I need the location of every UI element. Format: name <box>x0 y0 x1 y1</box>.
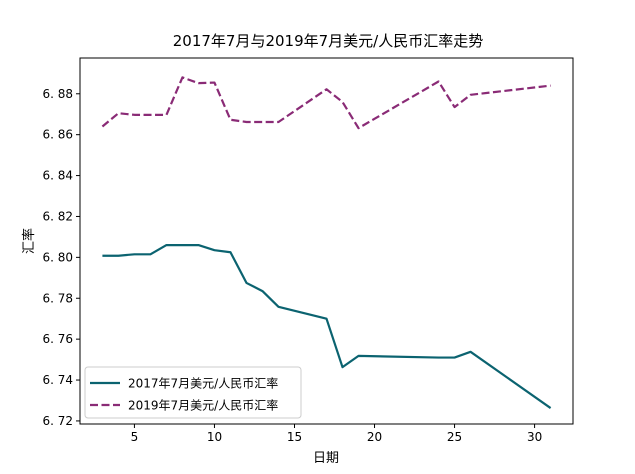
y-tick-label-6: 6. 84 <box>42 169 73 183</box>
x-axis: 5 10 15 20 25 30 <box>131 424 542 444</box>
y-tick-label-4: 6. 80 <box>42 250 73 264</box>
y-tick-label-0: 6. 72 <box>42 414 73 428</box>
x-tick-label-25: 25 <box>447 430 462 444</box>
x-tick-label-10: 10 <box>207 430 222 444</box>
x-tick-label-20: 20 <box>367 430 382 444</box>
y-axis: 6. 72 6. 74 6. 76 6. 78 6. 80 6. 82 6. 84 6. 86… <box>42 87 80 428</box>
y-tick-label-3: 6. 78 <box>42 291 73 305</box>
legend: 2017年7月美元/人民币汇率 2019年7月美元/人民币汇率 <box>84 366 302 419</box>
x-tick-label-15: 15 <box>287 430 302 444</box>
plot-area-frame <box>79 57 574 425</box>
series-layer <box>101 76 552 409</box>
x-axis-label: 日期 <box>313 451 339 466</box>
y-tick-label-2: 6. 76 <box>42 332 73 346</box>
legend-box <box>84 366 302 419</box>
y-tick-label-7: 6. 86 <box>42 128 73 142</box>
chart-title: 2017年7月与2019年7月美元/人民币汇率走势 <box>173 32 484 50</box>
legend-label-2017: 2017年7月美元/人民币汇率 <box>128 376 278 391</box>
series-line-2019 <box>101 76 551 130</box>
series-line-2017 <box>102 243 552 409</box>
y-tick-label-8: 6. 88 <box>42 87 73 101</box>
x-tick-label-5: 5 <box>131 430 139 444</box>
legend-label-2019: 2019年7月美元/人民币汇率 <box>128 398 278 413</box>
y-tick-label-1: 6. 74 <box>42 373 73 387</box>
x-tick-label-30: 30 <box>527 430 542 444</box>
y-axis-label: 汇率 <box>21 228 37 254</box>
y-tick-label-5: 6. 82 <box>42 209 73 223</box>
